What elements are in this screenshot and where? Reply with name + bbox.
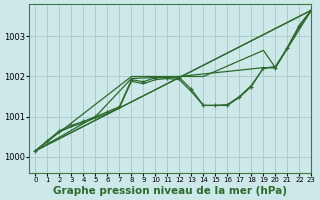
X-axis label: Graphe pression niveau de la mer (hPa): Graphe pression niveau de la mer (hPa) (53, 186, 287, 196)
